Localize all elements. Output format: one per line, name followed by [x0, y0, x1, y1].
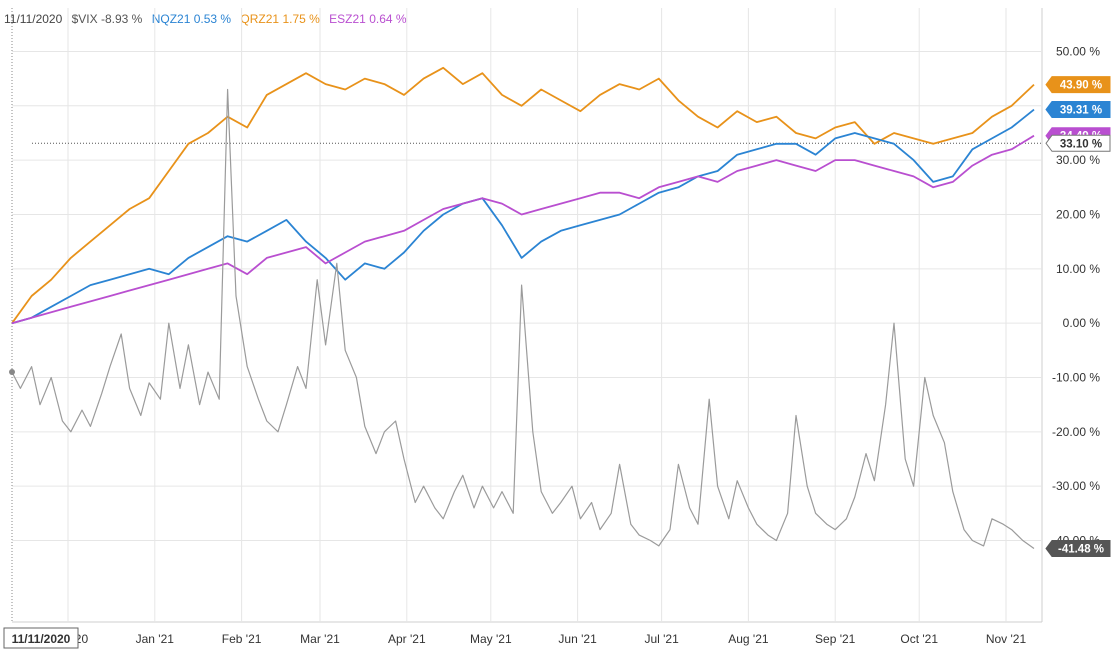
last-value-tag-nqz21-box: [1045, 101, 1111, 119]
series-line-nqz21: [11, 108, 1035, 325]
last-value-tag-vix: -41.48 %: [1058, 544, 1104, 556]
x-tick-label: Jul '21: [644, 632, 679, 646]
last-value-tag-nqz21: 39.31 %: [1060, 105, 1102, 117]
x-tick-label: Oct '21: [900, 632, 938, 646]
last-value-tag-vix-box: [1045, 540, 1111, 558]
x-tick-label: Apr '21: [388, 632, 426, 646]
y-tick-label: -30.00 %: [1052, 479, 1100, 493]
x-tick-label: Jun '21: [558, 632, 597, 646]
legend-qrz21-symbol: QRZ21: [240, 12, 280, 26]
legend-esz21[interactable]: ESZ21 0.64 %: [329, 12, 406, 26]
legend-nqz21-change: 0.53 %: [193, 12, 232, 26]
x-tick-label: May '21: [470, 632, 512, 646]
last-value-tag-qrz21: 43.90 %: [1060, 80, 1102, 92]
legend-qrz21-change: 1.75 %: [282, 12, 320, 26]
x-tick-label: Mar '21: [300, 632, 340, 646]
series-line-vix: [11, 88, 1035, 549]
x-tick-label: Jan '21: [136, 632, 175, 646]
legend-vix-symbol: $VIX: [71, 12, 98, 26]
x-tick-label: Nov '21: [986, 632, 1027, 646]
y-tick-label: 20.00 %: [1056, 207, 1100, 221]
x-tick-label: Feb '21: [222, 632, 262, 646]
series-line-esz21: [11, 134, 1035, 325]
chart-series: [9, 66, 1035, 549]
reference-value-tag-box: [1045, 134, 1111, 152]
legend-vix-change: -8.93 %: [100, 12, 143, 26]
y-tick-label: -10.00 %: [1052, 370, 1100, 384]
y-tick-label: 0.00 %: [1063, 316, 1101, 330]
x-tick-label: Sep '21: [815, 632, 856, 646]
legend-date: 11/11/2020: [4, 12, 63, 26]
reference-value-tag: 33.10 %: [1060, 138, 1102, 150]
y-tick-label: 50.00 %: [1056, 44, 1100, 58]
y-tick-label: -20.00 %: [1052, 425, 1100, 439]
legend-nqz21-symbol: NQZ21: [151, 12, 191, 26]
series-line-qrz21: [11, 66, 1035, 324]
y-tick-label: 30.00 %: [1056, 153, 1100, 167]
start-date-box: [3, 627, 79, 649]
vix-start-marker: [9, 369, 15, 376]
chart-grid: [11, 8, 1043, 623]
last-value-tag-qrz21-box: [1045, 76, 1111, 94]
last-value-tags: 43.90 %39.31 %34.49 %-41.48 %33.10 %: [1045, 76, 1111, 558]
y-axis: 50.00 %40.00 %30.00 %20.00 %10.00 %0.00 …: [1052, 44, 1100, 547]
chart-legend: 11/11/2020 $VIX -8.93 % NQZ21 0.53 % QRZ…: [4, 12, 413, 26]
legend-esz21-change: 0.64 %: [369, 12, 407, 26]
y-tick-label: 10.00 %: [1056, 262, 1100, 276]
legend-vix[interactable]: $VIX -8.93 %: [72, 12, 146, 26]
legend-esz21-symbol: ESZ21: [329, 12, 366, 26]
legend-nqz21[interactable]: NQZ21 0.53 %: [152, 12, 235, 26]
start-date-label: 11/11/2020: [12, 632, 71, 646]
legend-qrz21[interactable]: QRZ21 1.75 %: [240, 12, 323, 26]
x-tick-label: Aug '21: [728, 632, 769, 646]
